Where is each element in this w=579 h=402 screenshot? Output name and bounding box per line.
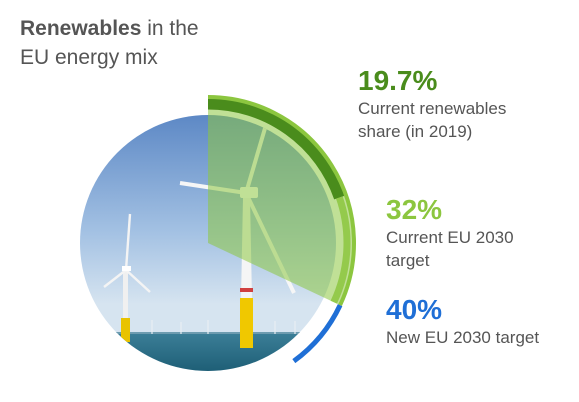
desc-current-share-line1: Current renewables: [358, 99, 507, 118]
current-target-arc: [207, 95, 356, 307]
title-bold: Renewables: [20, 17, 142, 40]
chart-title: Renewables in the EU energy mix: [20, 14, 199, 72]
title-rest: in the: [141, 17, 199, 40]
desc-current-target-line1: Current EU 2030: [386, 228, 514, 247]
new-target-arc: [292, 304, 343, 364]
pct-current-share: 19.7%: [358, 65, 438, 96]
small-turbine-icon: [103, 213, 151, 342]
pct-new-target: 40%: [386, 294, 443, 325]
desc-current-target-line2: target: [386, 251, 430, 270]
current-share-arc: [207, 98, 345, 200]
label-current-target: 32% Current EU 2030 target: [386, 194, 514, 272]
label-current-share: 19.7% Current renewables share (in 2019): [358, 65, 506, 143]
title-line2: EU energy mix: [20, 46, 158, 69]
current-target-band: [330, 196, 351, 304]
desc-current-share-line2: share (in 2019): [358, 122, 473, 141]
desc-new-target-line1: New EU 2030 target: [386, 328, 540, 347]
label-new-target: 40% New EU 2030 target: [386, 294, 539, 349]
pct-current-target: 32%: [386, 194, 443, 225]
